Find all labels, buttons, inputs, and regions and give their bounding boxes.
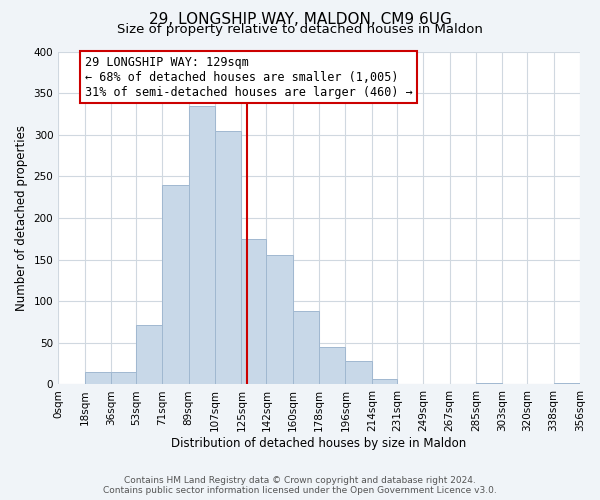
Bar (162, 184, 188, 384)
Bar (188, 106, 215, 384)
Bar (293, 311, 319, 384)
Bar (319, 347, 346, 385)
Bar (372, 378, 397, 384)
Bar (136, 324, 162, 384)
Bar (346, 361, 372, 384)
Y-axis label: Number of detached properties: Number of detached properties (15, 125, 28, 311)
Bar (266, 256, 293, 384)
Text: 29 LONGSHIP WAY: 129sqm
← 68% of detached houses are smaller (1,005)
31% of semi: 29 LONGSHIP WAY: 129sqm ← 68% of detache… (85, 56, 412, 98)
Bar (215, 130, 241, 384)
Bar (241, 239, 266, 384)
Bar (554, 383, 580, 384)
Text: Size of property relative to detached houses in Maldon: Size of property relative to detached ho… (117, 22, 483, 36)
Text: 29, LONGSHIP WAY, MALDON, CM9 6UG: 29, LONGSHIP WAY, MALDON, CM9 6UG (149, 12, 451, 28)
X-axis label: Distribution of detached houses by size in Maldon: Distribution of detached houses by size … (172, 437, 467, 450)
Bar (476, 383, 502, 384)
Text: Contains HM Land Registry data © Crown copyright and database right 2024.
Contai: Contains HM Land Registry data © Crown c… (103, 476, 497, 495)
Bar (111, 372, 136, 384)
Bar (85, 372, 111, 384)
